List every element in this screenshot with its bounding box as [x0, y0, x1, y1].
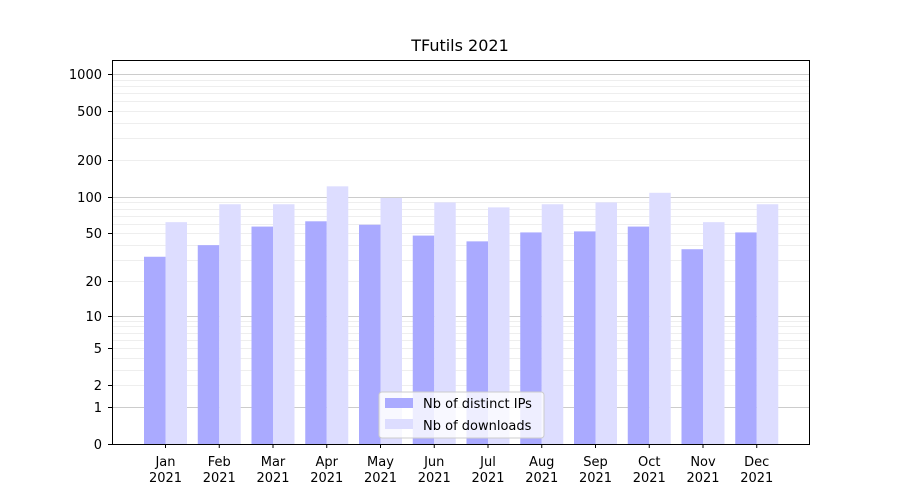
- y-tick-label: 200: [77, 154, 102, 169]
- bar-distinct-ips: [520, 232, 542, 444]
- x-tick-label: Mar: [261, 455, 286, 470]
- x-tick-label: Jul: [479, 455, 496, 470]
- bar-downloads: [595, 202, 617, 444]
- chart-title: TFutils 2021: [410, 36, 509, 55]
- legend-box: [378, 391, 545, 439]
- bar-distinct-ips: [735, 232, 757, 444]
- y-tick-label: 1: [94, 401, 102, 416]
- bar-downloads: [756, 204, 779, 444]
- x-tick-label: 2021: [740, 471, 773, 486]
- x-tick-label: Dec: [744, 455, 769, 470]
- bar-distinct-ips: [574, 231, 596, 444]
- x-tick-label: 2021: [579, 471, 612, 486]
- bar-distinct-ips: [197, 245, 220, 444]
- bar-distinct-ips: [305, 221, 327, 444]
- bar-distinct-ips: [251, 226, 273, 444]
- x-tick-label: Jun: [423, 455, 444, 470]
- x-tick-label: 2021: [525, 471, 558, 486]
- x-tick-label: Oct: [638, 455, 660, 470]
- x-axis: Jan2021Feb2021Mar2021Apr2021May2021Jun20…: [149, 444, 773, 486]
- y-tick-label: 50: [85, 227, 102, 242]
- bar-distinct-ips: [359, 224, 381, 444]
- y-tick-label: 500: [77, 105, 102, 120]
- plot-frame: [112, 60, 810, 445]
- y-tick-label: 1000: [69, 68, 102, 83]
- x-tick-label: 2021: [364, 471, 397, 486]
- x-tick-label: 2021: [633, 471, 666, 486]
- y-tick-label: 10: [85, 310, 102, 325]
- bar-downloads: [380, 197, 402, 444]
- x-tick-label: Apr: [316, 455, 339, 470]
- y-tick-label: 100: [77, 191, 102, 206]
- bar-downloads: [165, 222, 187, 444]
- bar-downloads: [273, 204, 295, 444]
- x-tick-label: 2021: [686, 471, 719, 486]
- bar-downloads: [326, 186, 349, 444]
- x-tick-label: 2021: [149, 471, 182, 486]
- y-tick-label: 2: [94, 379, 102, 394]
- x-tick-label: 2021: [203, 471, 236, 486]
- y-tick-label: 20: [85, 275, 102, 290]
- x-tick-label: 2021: [471, 471, 504, 486]
- x-tick-label: 2021: [256, 471, 289, 486]
- bar-downloads: [541, 204, 564, 444]
- bar-downloads: [488, 207, 510, 444]
- bar-downloads: [434, 202, 456, 444]
- x-tick-label: Jan: [154, 455, 175, 470]
- bar-distinct-ips: [627, 226, 650, 444]
- legend: Nb of distinct IPs Nb of downloads: [378, 391, 545, 439]
- x-tick-label: 2021: [310, 471, 343, 486]
- bar-distinct-ips: [144, 256, 166, 444]
- y-tick-label: 0: [94, 438, 102, 453]
- y-axis: 0 1 2 5 10 20 50 100 200 500 1000: [69, 68, 112, 453]
- bar-downloads: [649, 192, 671, 444]
- legend-swatch-distinct-ips: [385, 398, 413, 408]
- x-tick-label: 2021: [418, 471, 451, 486]
- bar-downloads: [219, 204, 241, 444]
- x-tick-label: May: [367, 455, 394, 470]
- bar-distinct-ips: [681, 249, 703, 444]
- x-tick-label: Sep: [583, 455, 608, 470]
- bar-downloads: [703, 222, 725, 444]
- legend-label-downloads: Nb of downloads: [423, 419, 532, 434]
- y-tick-label: 5: [94, 342, 102, 357]
- x-tick-label: Aug: [529, 455, 554, 470]
- x-tick-label: Feb: [208, 455, 231, 470]
- legend-swatch-downloads: [385, 419, 413, 429]
- legend-label-distinct-ips: Nb of distinct IPs: [423, 397, 532, 412]
- x-tick-label: Nov: [690, 455, 716, 470]
